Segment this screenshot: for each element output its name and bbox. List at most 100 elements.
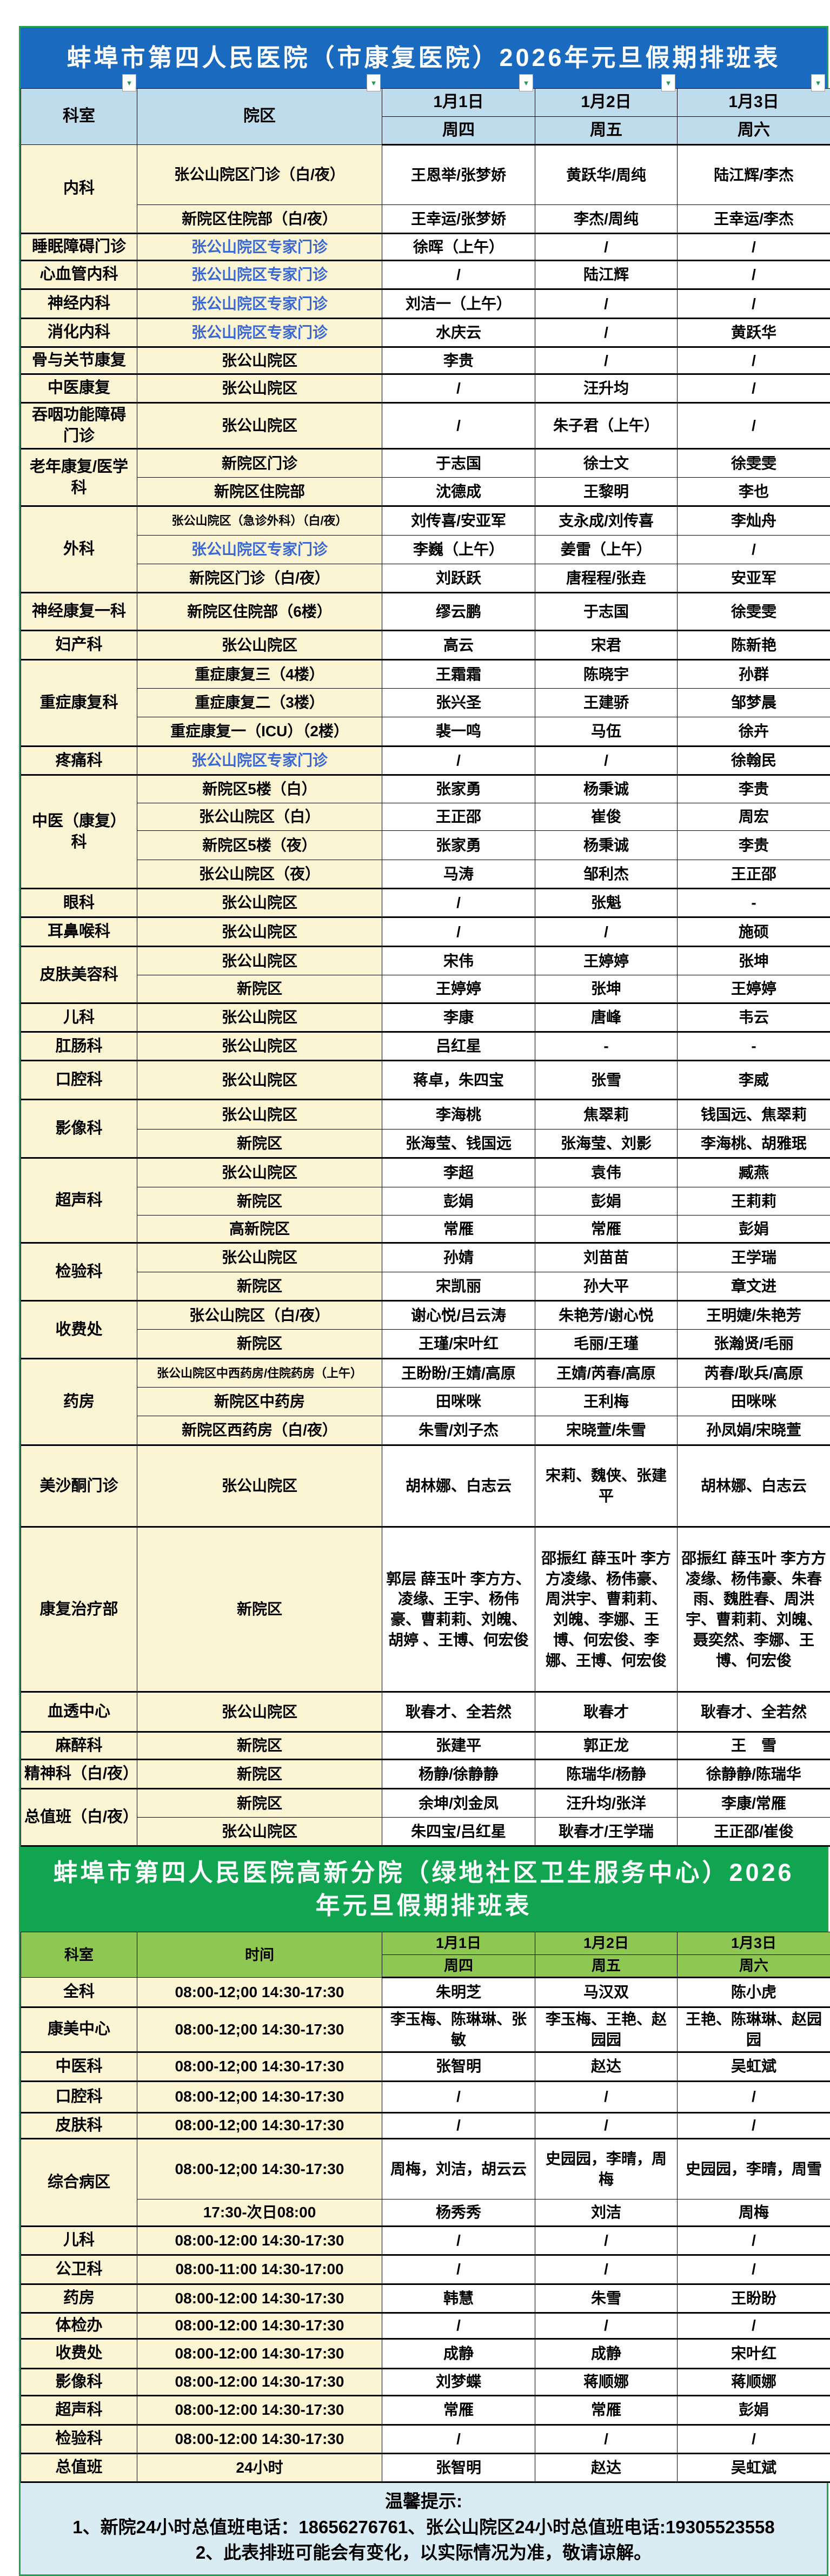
- campus-cell: 张公山院区专家门诊: [137, 319, 382, 347]
- date-column-header: 1月1日: [382, 89, 535, 117]
- table-row: 皮肤美容科张公山院区宋伟王婷婷张坤: [21, 947, 830, 975]
- table-row: 收费处张公山院区（白/夜）谢心悦/吕云涛朱艳芳/谢心悦王明婕/朱艳芳: [21, 1301, 830, 1330]
- schedule-cell: 王婷婷: [382, 975, 535, 1003]
- schedule-cell: 焦翠莉: [535, 1100, 678, 1130]
- schedule-cell: 徐卉: [678, 717, 830, 747]
- time-cell: 08:00-11:00 14:30-17:00: [137, 2255, 382, 2284]
- dept-cell: 超声科: [21, 1158, 137, 1243]
- table1-title-bar: 蚌埠市第四人民医院（市康复医院）2026年元旦假期排班表 ▼ ▼ ▼ ▼ ▼: [21, 28, 827, 88]
- schedule-cell: 陈新艳: [678, 631, 830, 660]
- schedule-cell: 王幸运/张梦娇: [382, 205, 535, 234]
- campus-cell: 张公山院区: [137, 374, 382, 403]
- schedule-cell: 王 雪: [678, 1732, 830, 1760]
- schedule-cell: 吕红星: [382, 1032, 535, 1061]
- filter-dropdown[interactable]: ▼: [122, 74, 136, 91]
- schedule-cell: 李威: [678, 1061, 830, 1100]
- schedule-cell: 周梅: [678, 2199, 830, 2226]
- table-row: 消化内科张公山院区专家门诊水庆云/黄跃华: [21, 319, 830, 347]
- time-cell: 08:00-12:00 14:30-17:30: [137, 2226, 382, 2255]
- notice-line-2: 2、此表排班可能会有变化，以实际情况为准，敬请谅解。: [31, 2540, 816, 2566]
- schedule-cell: /: [678, 2255, 830, 2284]
- campus-cell: 新院区住院部（6楼）: [137, 593, 382, 631]
- dept-cell: 重症康复科: [21, 660, 137, 747]
- schedule-cell: 李超: [382, 1158, 535, 1187]
- schedule-cell: 朱四宝/吕红星: [382, 1818, 535, 1846]
- schedule-cell: 李玉梅、陈琳琳、张敏: [382, 2007, 535, 2052]
- schedule-cell: 于志国: [535, 593, 678, 631]
- schedule-cell: /: [535, 2112, 678, 2138]
- dept-cell: 康复治疗部: [21, 1527, 137, 1692]
- schedule-cell: 宋莉、魏侠、张建平: [535, 1445, 678, 1527]
- date-column-header: 1月1日: [382, 1932, 535, 1954]
- schedule-cell: 王学瑞: [678, 1243, 830, 1272]
- time-cell: 17:30-次日08:00: [137, 2199, 382, 2226]
- campus-cell: 张公山院区: [137, 1818, 382, 1846]
- schedule-cell: 张雪: [535, 1061, 678, 1100]
- filter-dropdown[interactable]: ▼: [367, 74, 381, 91]
- schedule-cell: /: [678, 234, 830, 261]
- time-cell: 08:00-12;00 14:30-17:30: [137, 2007, 382, 2052]
- schedule-cell: 蒋顺娜: [535, 2368, 678, 2395]
- notice-title: 温馨提示:: [31, 2488, 816, 2514]
- weekday-column-header: 周五: [535, 1954, 678, 1977]
- schedule-cell: 朱艳芳/谢心悦: [535, 1301, 678, 1330]
- schedule-cell: 芮春/耿兵/高原: [678, 1359, 830, 1388]
- schedule-cell: 徐翰民: [678, 747, 830, 775]
- campus-cell: 新院区门诊（白/夜）: [137, 564, 382, 593]
- schedule-cell: 汪升均/张洋: [535, 1789, 678, 1818]
- schedule-cell: -: [678, 1032, 830, 1061]
- schedule-cell: 刘梦蝶: [382, 2368, 535, 2395]
- weekday-column-header: 周四: [382, 117, 535, 145]
- filter-dropdown[interactable]: ▼: [661, 74, 675, 91]
- table1-body: 内科张公山院区门诊（白/夜）王恩举/张梦娇黄跃华/周纯陆江辉/李杰新院区住院部（…: [21, 145, 830, 1846]
- table-row: 血透中心张公山院区耿春才、全若然耿春才耿春才、全若然: [21, 1692, 830, 1732]
- schedule-cell: 张建平: [382, 1732, 535, 1760]
- dept-cell: 心血管内科: [21, 261, 137, 289]
- dept-cell: 内科: [21, 145, 137, 234]
- time-cell: 08:00-12;00 14:30-17:30: [137, 2112, 382, 2138]
- schedule-cell: /: [678, 536, 830, 564]
- campus-cell: 张公山院区（急诊外科）（白/夜）: [137, 506, 382, 536]
- campus-cell: 张公山院区门诊（白/夜）: [137, 145, 382, 205]
- schedule-cell: 史园园，李晴，周梅: [535, 2138, 678, 2199]
- schedule-cell: 周梅，刘洁，胡云云: [382, 2138, 535, 2199]
- table-row: 重症康复一（ICU）（2楼）裴一鸣马伍徐卉: [21, 717, 830, 747]
- campus-cell: 新院区住院部（白/夜）: [137, 205, 382, 234]
- table-row: 老年康复/医学科新院区门诊于志国徐士文徐雯雯: [21, 449, 830, 478]
- schedule-cell: 陈小虎: [678, 1978, 830, 2007]
- table1-title: 蚌埠市第四人民医院（市康复医院）2026年元旦假期排班表: [67, 42, 780, 75]
- dept-cell: 中医（康复）科: [21, 775, 137, 889]
- dept-cell: 睡眠障碍门诊: [21, 234, 137, 261]
- schedule-cell: 于志国: [382, 449, 535, 478]
- table-row: 精神科（白/夜）新院区杨静/徐静静陈瑞华/杨静徐静静/陈瑞华: [21, 1760, 830, 1789]
- schedule-cell: 孙群: [678, 660, 830, 689]
- schedule-cell: /: [678, 2081, 830, 2112]
- filter-dropdown[interactable]: ▼: [519, 74, 533, 91]
- schedule-cell: 张兴圣: [382, 689, 535, 717]
- schedule-cell: 彭娟: [382, 1187, 535, 1216]
- header-row-dates: 科室 院区 1月1日 1月2日 1月3日: [21, 89, 830, 117]
- schedule-cell: 蒋顺娜: [678, 2368, 830, 2395]
- schedule-cell: 邹梦晨: [678, 689, 830, 717]
- schedule-cell: /: [678, 374, 830, 403]
- schedule-cell: 黄跃华: [678, 319, 830, 347]
- schedule-cell: 唐程程/张垚: [535, 564, 678, 593]
- schedule-cell: 汪升均: [535, 374, 678, 403]
- schedule-cell: 施硕: [678, 917, 830, 947]
- schedule-cell: /: [678, 2425, 830, 2453]
- dept-cell: 总值班: [21, 2453, 137, 2482]
- schedule-cell: 王瑾/宋叶红: [382, 1330, 535, 1359]
- filter-dropdown[interactable]: ▼: [811, 74, 825, 91]
- schedule-cell: 孙婧: [382, 1243, 535, 1272]
- schedule-cell: 刘洁: [535, 2199, 678, 2226]
- filter-arrow-icon: ▼: [126, 80, 133, 87]
- table-row: 妇产科张公山院区高云宋君陈新艳: [21, 631, 830, 660]
- time-cell: 08:00-12:00 14:30-17:30: [137, 2395, 382, 2425]
- schedule-cell: 耿春才、全若然: [678, 1692, 830, 1732]
- campus-cell: 张公山院区: [137, 1445, 382, 1527]
